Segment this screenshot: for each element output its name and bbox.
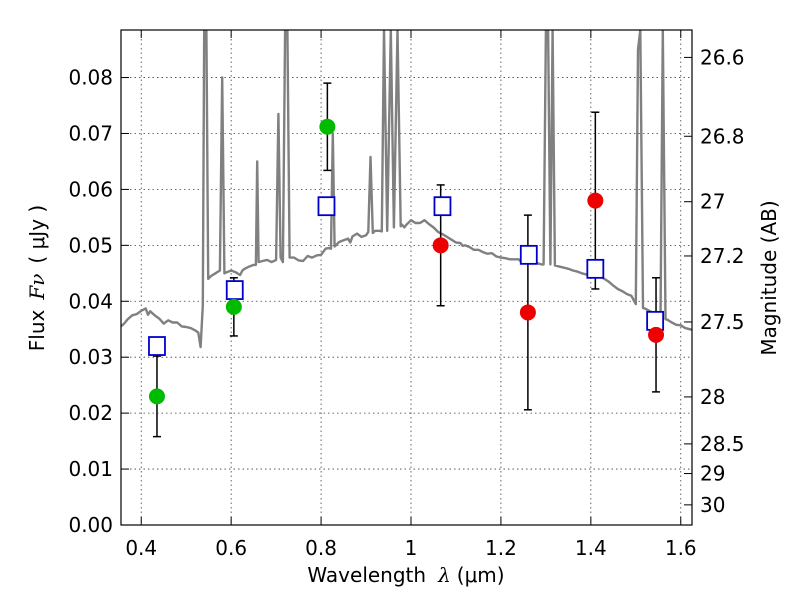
x-tick-label: 1.2 <box>485 536 517 560</box>
y-tick-label: 0.02 <box>68 401 113 425</box>
model-photometry-box <box>225 280 244 300</box>
y-tick-label: 0.06 <box>68 177 113 201</box>
x-tick-label: 0.8 <box>305 536 337 560</box>
model-photometry-box <box>586 258 605 279</box>
y2-axis-label: Magnitude (AB) <box>757 200 781 355</box>
y-tick-label: 0.04 <box>68 289 113 313</box>
model-photometry-box <box>317 196 336 217</box>
x-tick-label: 0.6 <box>215 536 247 560</box>
y2-tick-label: 26.8 <box>700 124 745 148</box>
y2-tick-label: 27.5 <box>700 310 745 334</box>
y2-tick-label: 28 <box>700 385 725 409</box>
x-axis-label: Wavelength λ (μm) <box>307 563 504 587</box>
plot-frame <box>120 29 693 526</box>
y-axis-label: FluxFν( μJy ) <box>25 205 49 351</box>
y-tick-label: 0.03 <box>68 345 113 369</box>
y2-tick-label: 29 <box>700 462 725 486</box>
low-significance-point <box>648 326 665 343</box>
axis-ticks: 0.4 0.6 0.8 1 1.2 1.4 1.6 0.00 0.01 0.02 0.03 0.04 0… <box>68 30 745 560</box>
x-tick-label: 1.6 <box>665 536 697 560</box>
model-photometry-box <box>519 244 538 265</box>
y-tick-label: 0.08 <box>68 66 113 90</box>
x-tick-label: 1.4 <box>575 536 607 560</box>
y2-tick-label: 27.2 <box>700 244 745 268</box>
x-tick-label: 0.4 <box>125 536 157 560</box>
x-tick-label: 1 <box>405 536 418 560</box>
model-photometry-box <box>148 336 166 356</box>
y2-tick-label: 28.5 <box>700 432 745 456</box>
y-tick-label: 0.07 <box>68 121 113 145</box>
low-significance-point <box>432 237 449 254</box>
model-photometry-box <box>433 196 452 217</box>
y2-tick-label: 27 <box>700 190 725 214</box>
data-marks <box>148 82 665 438</box>
detection-point <box>319 118 336 135</box>
detection-point <box>148 388 165 405</box>
low-significance-point <box>587 192 604 209</box>
y-tick-label: 0.00 <box>68 513 113 537</box>
detection-point <box>225 298 242 315</box>
y2-tick-label: 26.6 <box>700 45 745 69</box>
y-tick-label: 0.05 <box>68 233 113 257</box>
low-significance-point <box>519 304 536 321</box>
y-tick-label: 0.01 <box>68 457 113 481</box>
y2-tick-label: 30 <box>700 493 725 517</box>
